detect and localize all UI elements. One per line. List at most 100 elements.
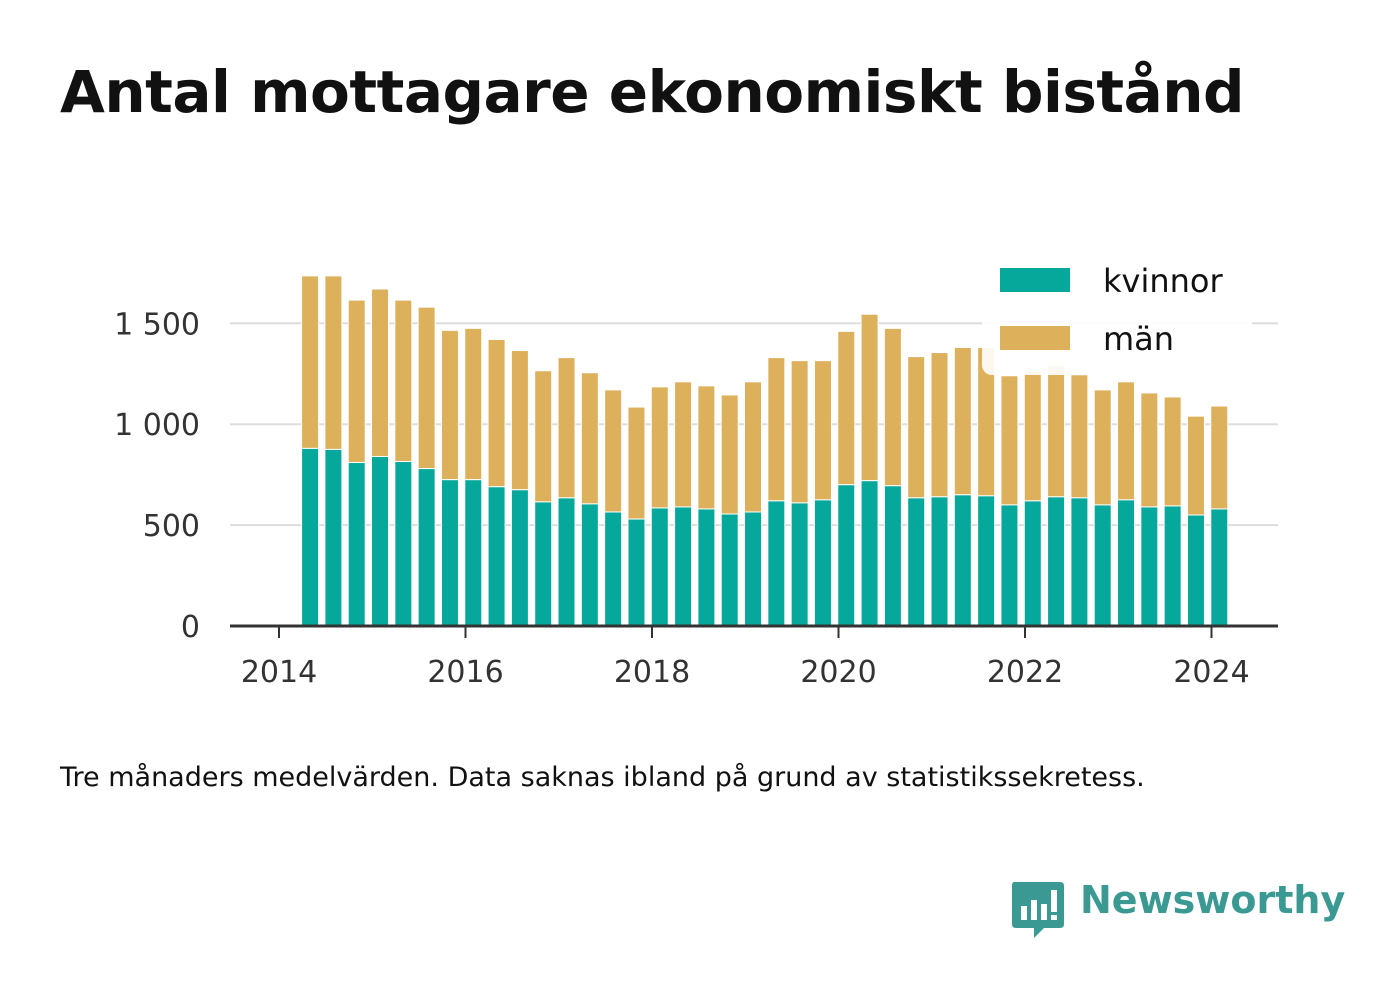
- bar-man: [860, 313, 879, 482]
- bar-kvinnor: [1000, 504, 1019, 627]
- bar-kvinnor: [580, 503, 599, 627]
- y-tick-label: 1 500: [114, 307, 200, 342]
- legend-swatch: [1000, 268, 1070, 292]
- bar-man: [1023, 371, 1042, 502]
- y-tick-label: 0: [181, 610, 200, 645]
- bar-man: [953, 347, 972, 496]
- bar-man: [1047, 365, 1066, 498]
- logo-text: Newsworthy: [1080, 878, 1346, 922]
- bar-man: [464, 327, 483, 481]
- legend: kvinnor män: [982, 255, 1252, 375]
- legend-label: män: [1103, 320, 1174, 358]
- bar-man: [1140, 392, 1159, 508]
- bar-man: [1000, 375, 1019, 506]
- bar-man: [604, 389, 623, 513]
- bar-man: [371, 288, 390, 457]
- y-tick-label: 1 000: [114, 408, 200, 443]
- bar-kvinnor: [1093, 504, 1112, 627]
- x-tick-label: 2022: [987, 655, 1063, 690]
- bar-man: [697, 385, 716, 510]
- bar-man: [487, 338, 506, 488]
- bar-man: [557, 357, 576, 499]
- bar-man: [813, 360, 832, 501]
- bar-kvinnor: [977, 495, 996, 627]
- bar-kvinnor: [464, 479, 483, 627]
- chart-caption: Tre månaders medelvärden. Data saknas ib…: [60, 762, 1145, 793]
- bar-kvinnor: [907, 497, 926, 627]
- x-tick-label: 2020: [800, 655, 876, 690]
- legend-swatch: [1000, 326, 1070, 350]
- bar-kvinnor: [1117, 499, 1136, 627]
- bar-man: [510, 350, 529, 491]
- bar-kvinnor: [790, 502, 809, 627]
- bar-kvinnor: [627, 518, 646, 627]
- bar-kvinnor: [534, 501, 553, 627]
- bar-kvinnor: [1070, 497, 1089, 627]
- bar-kvinnor: [347, 462, 366, 627]
- bar-man: [440, 329, 459, 481]
- bar-kvinnor: [697, 508, 716, 627]
- bar-man: [790, 360, 809, 504]
- bar-kvinnor: [510, 489, 529, 627]
- legend-label: kvinnor: [1103, 262, 1224, 300]
- bar-man: [417, 306, 436, 470]
- y-axis-ticks: 0 500 1 000 1 500: [114, 307, 200, 645]
- bar-man: [1210, 405, 1229, 510]
- bar-kvinnor: [1163, 505, 1182, 627]
- bar-man: [837, 330, 856, 486]
- bar-kvinnor: [324, 448, 343, 627]
- y-tick-label: 500: [143, 509, 200, 544]
- bar-kvinnor: [440, 479, 459, 627]
- bar-kvinnor: [860, 480, 879, 627]
- x-tick-label: 2024: [1173, 655, 1249, 690]
- x-tick-label: 2018: [614, 655, 690, 690]
- bar-kvinnor: [930, 496, 949, 627]
- bar-man: [744, 381, 763, 513]
- bar-kvinnor: [417, 468, 436, 627]
- bar-man: [394, 299, 413, 463]
- bar-kvinnor: [883, 485, 902, 627]
- bar-man: [580, 372, 599, 505]
- bar-kvinnor: [604, 511, 623, 627]
- bar-man: [301, 275, 320, 449]
- bar-man: [1093, 389, 1112, 506]
- bar-kvinnor: [1186, 514, 1205, 627]
- bar-kvinnor: [487, 486, 506, 627]
- bar-kvinnor: [1023, 500, 1042, 627]
- bar-man: [767, 357, 786, 502]
- bar-kvinnor: [1047, 496, 1066, 627]
- bar-kvinnor: [557, 497, 576, 627]
- bar-kvinnor: [301, 447, 320, 627]
- bar-man: [1117, 381, 1136, 501]
- bar-kvinnor: [394, 461, 413, 627]
- chart-title: Antal mottagare ekonomiskt bistånd: [60, 58, 1245, 126]
- bar-man: [324, 275, 343, 450]
- bar-kvinnor: [837, 484, 856, 627]
- bar-kvinnor: [371, 455, 390, 627]
- bar-man: [627, 406, 646, 520]
- bar-kvinnor: [720, 513, 739, 627]
- bar-kvinnor: [1140, 506, 1159, 627]
- x-tick-label: 2014: [241, 655, 317, 690]
- bar-man: [674, 381, 693, 508]
- bar-man: [883, 327, 902, 487]
- bar-man: [1163, 396, 1182, 507]
- bar-man: [1070, 374, 1089, 499]
- bar-kvinnor: [953, 494, 972, 627]
- bar-kvinnor: [650, 507, 669, 627]
- bar-man: [347, 299, 366, 464]
- bar-man: [534, 370, 553, 503]
- bar-kvinnor: [767, 500, 786, 627]
- x-tick-label: 2016: [427, 655, 503, 690]
- x-axis: 2014 2016 2018 2020 2022 2024: [230, 624, 1278, 690]
- bar-man: [930, 352, 949, 498]
- bar-man: [720, 394, 739, 515]
- bar-kvinnor: [744, 511, 763, 627]
- bar-kvinnor: [813, 499, 832, 627]
- bar-man: [907, 356, 926, 499]
- bar-kvinnor: [1210, 508, 1229, 627]
- bar-man: [1186, 415, 1205, 516]
- bar-kvinnor: [674, 506, 693, 627]
- newsworthy-logo: Newsworthy: [1010, 878, 1345, 942]
